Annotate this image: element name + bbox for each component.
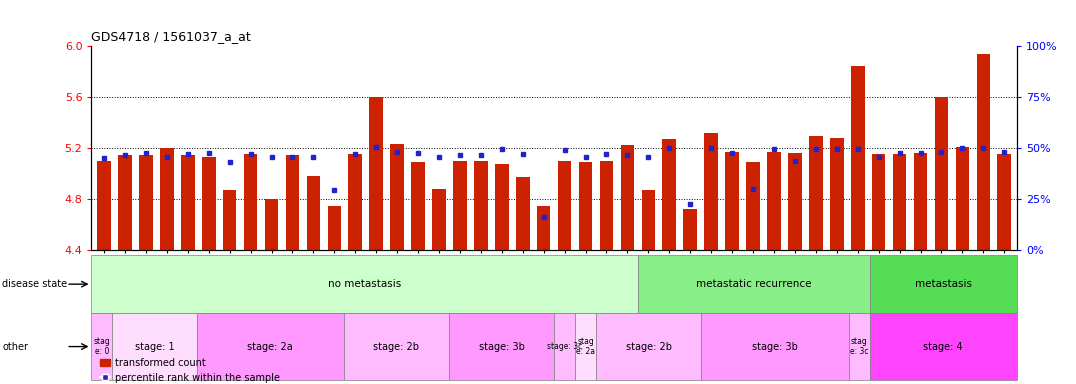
Bar xyxy=(244,154,257,250)
Legend: transformed count, percentile rank within the sample: transformed count, percentile rank withi… xyxy=(97,354,284,384)
Bar xyxy=(91,313,113,380)
Bar xyxy=(830,138,844,250)
Text: other: other xyxy=(2,341,28,352)
Bar xyxy=(285,156,299,250)
Text: stage: 2b: stage: 2b xyxy=(626,341,671,352)
Text: GDS4718 / 1561037_a_at: GDS4718 / 1561037_a_at xyxy=(91,30,251,43)
Bar xyxy=(139,156,153,250)
Bar xyxy=(702,313,849,380)
Bar xyxy=(411,162,425,250)
Text: stag
e: 2a: stag e: 2a xyxy=(576,337,595,356)
Bar xyxy=(809,136,823,250)
Bar xyxy=(747,162,760,250)
Bar xyxy=(202,157,215,250)
Text: metastatic recurrence: metastatic recurrence xyxy=(696,279,811,289)
Bar xyxy=(872,154,886,250)
Bar xyxy=(977,54,990,250)
Bar xyxy=(869,313,1017,380)
Bar xyxy=(433,189,445,250)
Bar xyxy=(641,190,655,250)
Bar xyxy=(767,152,781,250)
Bar xyxy=(557,161,571,250)
Text: stage: 3b: stage: 3b xyxy=(752,341,798,352)
Bar xyxy=(475,161,487,250)
Bar xyxy=(344,313,449,380)
Bar xyxy=(579,162,593,250)
Bar xyxy=(554,313,576,380)
Bar xyxy=(869,255,1017,313)
Bar xyxy=(537,206,551,250)
Text: metastasis: metastasis xyxy=(915,279,972,289)
Bar xyxy=(118,156,131,250)
Bar xyxy=(935,97,948,250)
Bar xyxy=(160,148,173,250)
Text: disease state: disease state xyxy=(2,279,68,289)
Bar xyxy=(495,164,509,250)
Bar xyxy=(955,147,969,250)
Text: stage: 2b: stage: 2b xyxy=(373,341,420,352)
Text: no metastasis: no metastasis xyxy=(328,279,401,289)
Bar xyxy=(113,313,197,380)
Bar xyxy=(596,313,702,380)
Bar xyxy=(893,154,906,250)
Bar xyxy=(914,153,928,250)
Bar xyxy=(97,161,111,250)
Text: stag
e: 3c: stag e: 3c xyxy=(850,337,868,356)
Bar xyxy=(453,161,467,250)
Bar xyxy=(91,255,638,313)
Bar xyxy=(599,161,613,250)
Text: stage: 2a: stage: 2a xyxy=(247,341,293,352)
Bar xyxy=(391,144,404,250)
Bar xyxy=(621,145,634,250)
Bar xyxy=(349,154,362,250)
Bar xyxy=(327,206,341,250)
Bar xyxy=(181,156,195,250)
Bar xyxy=(683,209,697,250)
Bar xyxy=(515,177,529,250)
Bar xyxy=(638,255,869,313)
Bar xyxy=(576,313,596,380)
Bar xyxy=(788,153,802,250)
Text: stage: 3c: stage: 3c xyxy=(547,342,582,351)
Text: stage: 1: stage: 1 xyxy=(134,341,174,352)
Bar xyxy=(223,190,237,250)
Bar xyxy=(849,313,869,380)
Bar xyxy=(997,154,1011,250)
Bar xyxy=(725,152,739,250)
Text: stage: 4: stage: 4 xyxy=(923,341,963,352)
Bar xyxy=(307,176,321,250)
Bar xyxy=(851,66,864,250)
Bar xyxy=(705,132,718,250)
Bar xyxy=(449,313,554,380)
Text: stage: 3b: stage: 3b xyxy=(479,341,524,352)
Bar xyxy=(369,97,383,250)
Text: stag
e: 0: stag e: 0 xyxy=(94,337,111,356)
Bar xyxy=(663,139,676,250)
Bar xyxy=(265,199,279,250)
Bar xyxy=(197,313,344,380)
